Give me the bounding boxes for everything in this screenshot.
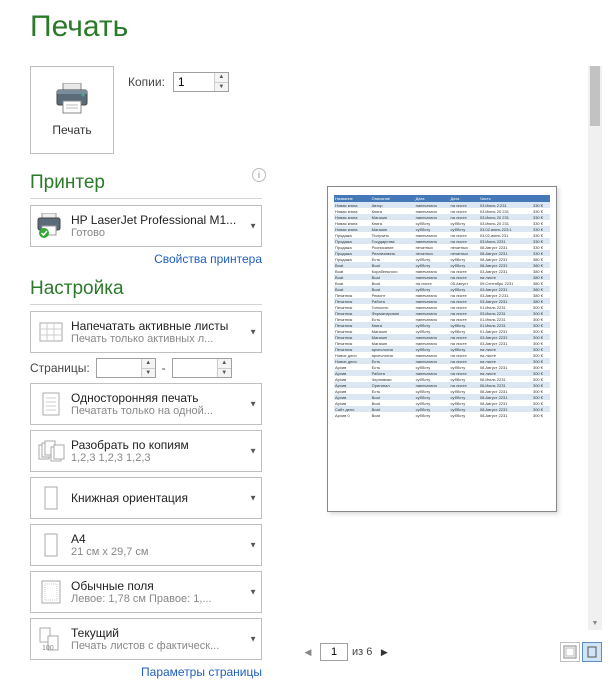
printer-icon <box>53 83 91 115</box>
printer-name: HP LaserJet Professional M1... <box>71 213 247 227</box>
preview-scrollbar[interactable]: ▲ ▼ <box>588 66 602 630</box>
scaling-dropdown[interactable]: 100 Текущий Печать листов с фактическ...… <box>30 618 262 660</box>
print-what-dropdown[interactable]: Напечатать активные листы Печать только … <box>30 311 262 353</box>
chevron-down-icon: ▼ <box>249 400 257 409</box>
chevron-down-icon: ▼ <box>249 635 257 644</box>
next-page-button[interactable]: ▶ <box>376 644 392 660</box>
svg-text:100: 100 <box>42 645 54 652</box>
scroll-down-icon[interactable]: ▼ <box>588 616 602 630</box>
orientation-dropdown[interactable]: Книжная ориентация ▼ <box>30 477 262 519</box>
margins-dropdown[interactable]: Обычные поля Левое: 1,78 см Правое: 1,..… <box>30 571 262 613</box>
print-button[interactable]: Печать <box>30 66 114 154</box>
table-row: Архив 0Boatсубботусубботу08.Август 22313… <box>334 412 550 418</box>
chevron-down-icon: ▼ <box>249 541 257 550</box>
copies-up[interactable]: ▲ <box>214 73 228 83</box>
show-margins-button[interactable] <box>560 642 580 662</box>
pages-from-spinner[interactable]: ▲▼ <box>96 358 156 378</box>
paper-size-dropdown[interactable]: A4 21 см x 29,7 см ▼ <box>30 524 262 566</box>
preview-table: НазваниеОписаниеДатаДатаЧасть Новая книг… <box>334 195 550 418</box>
pages-label: Страницы: <box>30 361 90 375</box>
printer-status: Готово <box>71 227 247 239</box>
settings-section-header: Настройка <box>30 278 262 300</box>
copies-down[interactable]: ▼ <box>214 83 228 92</box>
sides-dropdown[interactable]: Односторонняя печать Печатать только на … <box>30 383 262 425</box>
printer-dropdown[interactable]: HP LaserJet Professional M1... Готово ▼ <box>30 205 262 247</box>
printer-ready-icon <box>35 213 67 239</box>
sheets-icon <box>38 321 64 343</box>
printer-section-header: Принтер i <box>30 172 262 194</box>
scale-icon: 100 <box>38 626 64 652</box>
copies-spinner[interactable]: ▲▼ <box>173 72 229 92</box>
info-icon[interactable]: i <box>252 168 266 182</box>
page-count-label: из 6 <box>352 646 372 658</box>
pages-to-spinner[interactable]: ▲▼ <box>172 358 232 378</box>
chevron-down-icon: ▼ <box>249 494 257 503</box>
margins-icon <box>40 579 62 605</box>
chevron-down-icon: ▼ <box>249 588 257 597</box>
page-title: Печать <box>0 0 610 58</box>
portrait-icon <box>41 485 61 511</box>
scroll-thumb[interactable] <box>590 66 600 126</box>
prev-page-button[interactable]: ◀ <box>300 644 316 660</box>
page-size-icon <box>41 532 61 558</box>
current-page-input[interactable] <box>320 643 348 661</box>
margins-view-icon <box>563 645 577 659</box>
chevron-down-icon: ▼ <box>249 328 257 337</box>
copies-label: Копии: <box>128 75 165 89</box>
print-button-label: Печать <box>52 123 91 137</box>
one-side-icon <box>40 391 62 417</box>
printer-properties-link[interactable]: Свойства принтера <box>30 252 262 266</box>
collate-icon <box>37 439 65 463</box>
pages-separator: - <box>162 361 166 375</box>
chevron-down-icon: ▼ <box>249 222 257 231</box>
chevron-down-icon: ▼ <box>249 447 257 456</box>
preview-sheet: НазваниеОписаниеДатаДатаЧасть Новая книг… <box>327 186 557 512</box>
settings-pane: Печать Копии: ▲▼ Принтер i HP LaserJet P… <box>30 66 262 691</box>
zoom-page-icon <box>585 645 599 659</box>
preview-nav-bar: ◀ из 6 ▶ <box>300 640 602 664</box>
page-setup-link[interactable]: Параметры страницы <box>30 665 262 679</box>
preview-area: НазваниеОписаниеДатаДатаЧасть Новая книг… <box>300 66 602 630</box>
zoom-to-page-button[interactable] <box>582 642 602 662</box>
collate-dropdown[interactable]: Разобрать по копиям 1,2,3 1,2,3 1,2,3 ▼ <box>30 430 262 472</box>
